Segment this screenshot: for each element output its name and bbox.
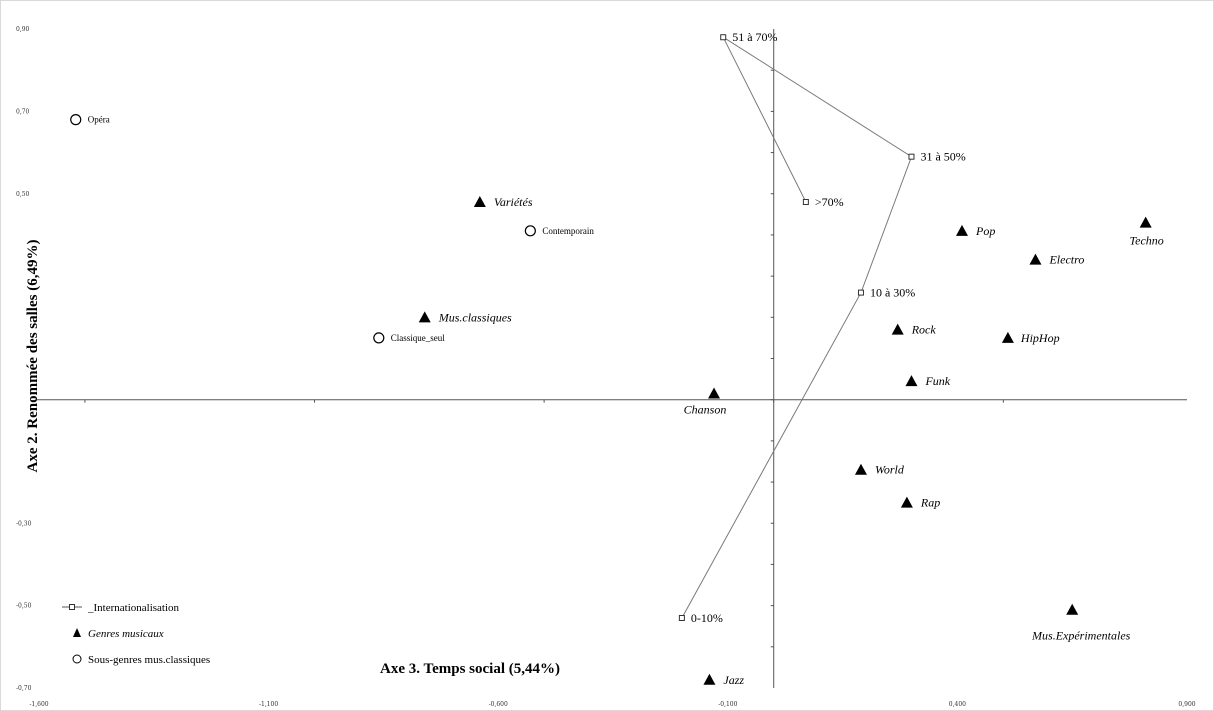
legend-label: Genres musicaux [88, 628, 164, 640]
triangle-icon [73, 628, 81, 637]
label-pop: Pop [975, 224, 995, 238]
legend-label: Sous-genres mus.classiques [88, 654, 210, 666]
series-marks [70, 34, 1152, 685]
label-contemporain: Contemporain [542, 226, 594, 236]
label-funk: Funk [924, 374, 950, 388]
y-tick-label: -0,30 [16, 520, 32, 527]
point-funk [905, 375, 918, 387]
y-tick-label: 0,70 [16, 108, 30, 115]
label-0-10: 0-10% [691, 611, 723, 625]
point-mus-classiques [418, 311, 431, 323]
label-51-a-70: 51 à 70% [732, 30, 777, 44]
point-world [854, 463, 867, 475]
y-tick-label: -0,50 [16, 603, 32, 610]
legend-item-internationalisation: _Internationalisation [62, 602, 180, 614]
series-line-internationalisation [681, 35, 913, 619]
x-tick-label: 0,900 [1178, 701, 1195, 708]
circle-icon [72, 654, 82, 664]
x-tick-label: -1,600 [29, 701, 48, 708]
label-chanson: Chanson [684, 403, 727, 417]
label-techno: Techno [1130, 234, 1164, 248]
label-classique-seul: Classique_seul [391, 333, 445, 343]
point-techno [1139, 216, 1152, 228]
tick-labels: -1,600 -1,100 -0,600 -0,100 0,400 0,900 0,90 0,… [16, 26, 1196, 708]
point-10-a-30 [857, 289, 864, 296]
series-lines [681, 35, 913, 619]
y-tick-label: -0,70 [16, 685, 32, 692]
legend: _Internationalisation Genres musicaux So… [62, 602, 210, 666]
label-rap: Rap [920, 496, 940, 510]
label-mus-classiques: Mus.classiques [438, 310, 512, 324]
legend-item-sous-genres: Sous-genres mus.classiques [72, 654, 210, 666]
point-rap [900, 496, 913, 508]
label-opera: Opéra [88, 115, 110, 125]
x-tick-label: -0,600 [489, 701, 508, 708]
point-labels: 0-10% 10 à 30% 31 à 50% 51 à 70% >70% Variété… [88, 30, 1164, 687]
x-tick-label: 0,400 [949, 701, 966, 708]
label-10-a-30: 10 à 30% [870, 286, 915, 300]
point-hiphop [1001, 331, 1014, 343]
point-opera [70, 114, 82, 126]
point-chanson [708, 387, 721, 399]
point-contemporain [524, 225, 536, 237]
label-electro: Electro [1048, 253, 1084, 267]
x-axis-label: Axe 3. Temps social (5,44%) [380, 661, 560, 677]
point-70 [802, 198, 809, 205]
point-electro [1029, 253, 1042, 265]
point-51-a-70 [720, 34, 727, 41]
label-jazz: Jazz [723, 673, 744, 687]
y-tick-label: 0,90 [16, 26, 30, 33]
y-tick-label: 0,50 [16, 191, 30, 198]
label-mus-experimentales: Mus.Expérimentales [1031, 629, 1131, 643]
point-varietes [473, 195, 486, 207]
label-70: >70% [815, 195, 844, 209]
label-rock: Rock [911, 323, 937, 337]
label-world: World [875, 463, 905, 477]
y-axis-label: Axe 2. Renommée des salles (6,49%) [25, 240, 41, 473]
point-jazz [703, 673, 716, 685]
legend-label: _Internationalisation [87, 602, 180, 614]
label-hiphop: HipHop [1020, 331, 1060, 345]
point-0-10 [678, 614, 685, 621]
point-classique-seul [373, 332, 385, 344]
point-31-a-50 [908, 153, 915, 160]
point-mus-experimentales [1066, 603, 1079, 615]
axes [35, 29, 1187, 688]
x-tick-label: -0,100 [718, 701, 737, 708]
x-tick-label: -1,100 [259, 701, 278, 708]
label-varietes: Variétés [494, 195, 533, 209]
legend-item-genres-musicaux: Genres musicaux [73, 628, 164, 640]
point-rock [891, 323, 904, 335]
label-31-a-50: 31 à 50% [920, 150, 965, 164]
point-pop [955, 224, 968, 236]
